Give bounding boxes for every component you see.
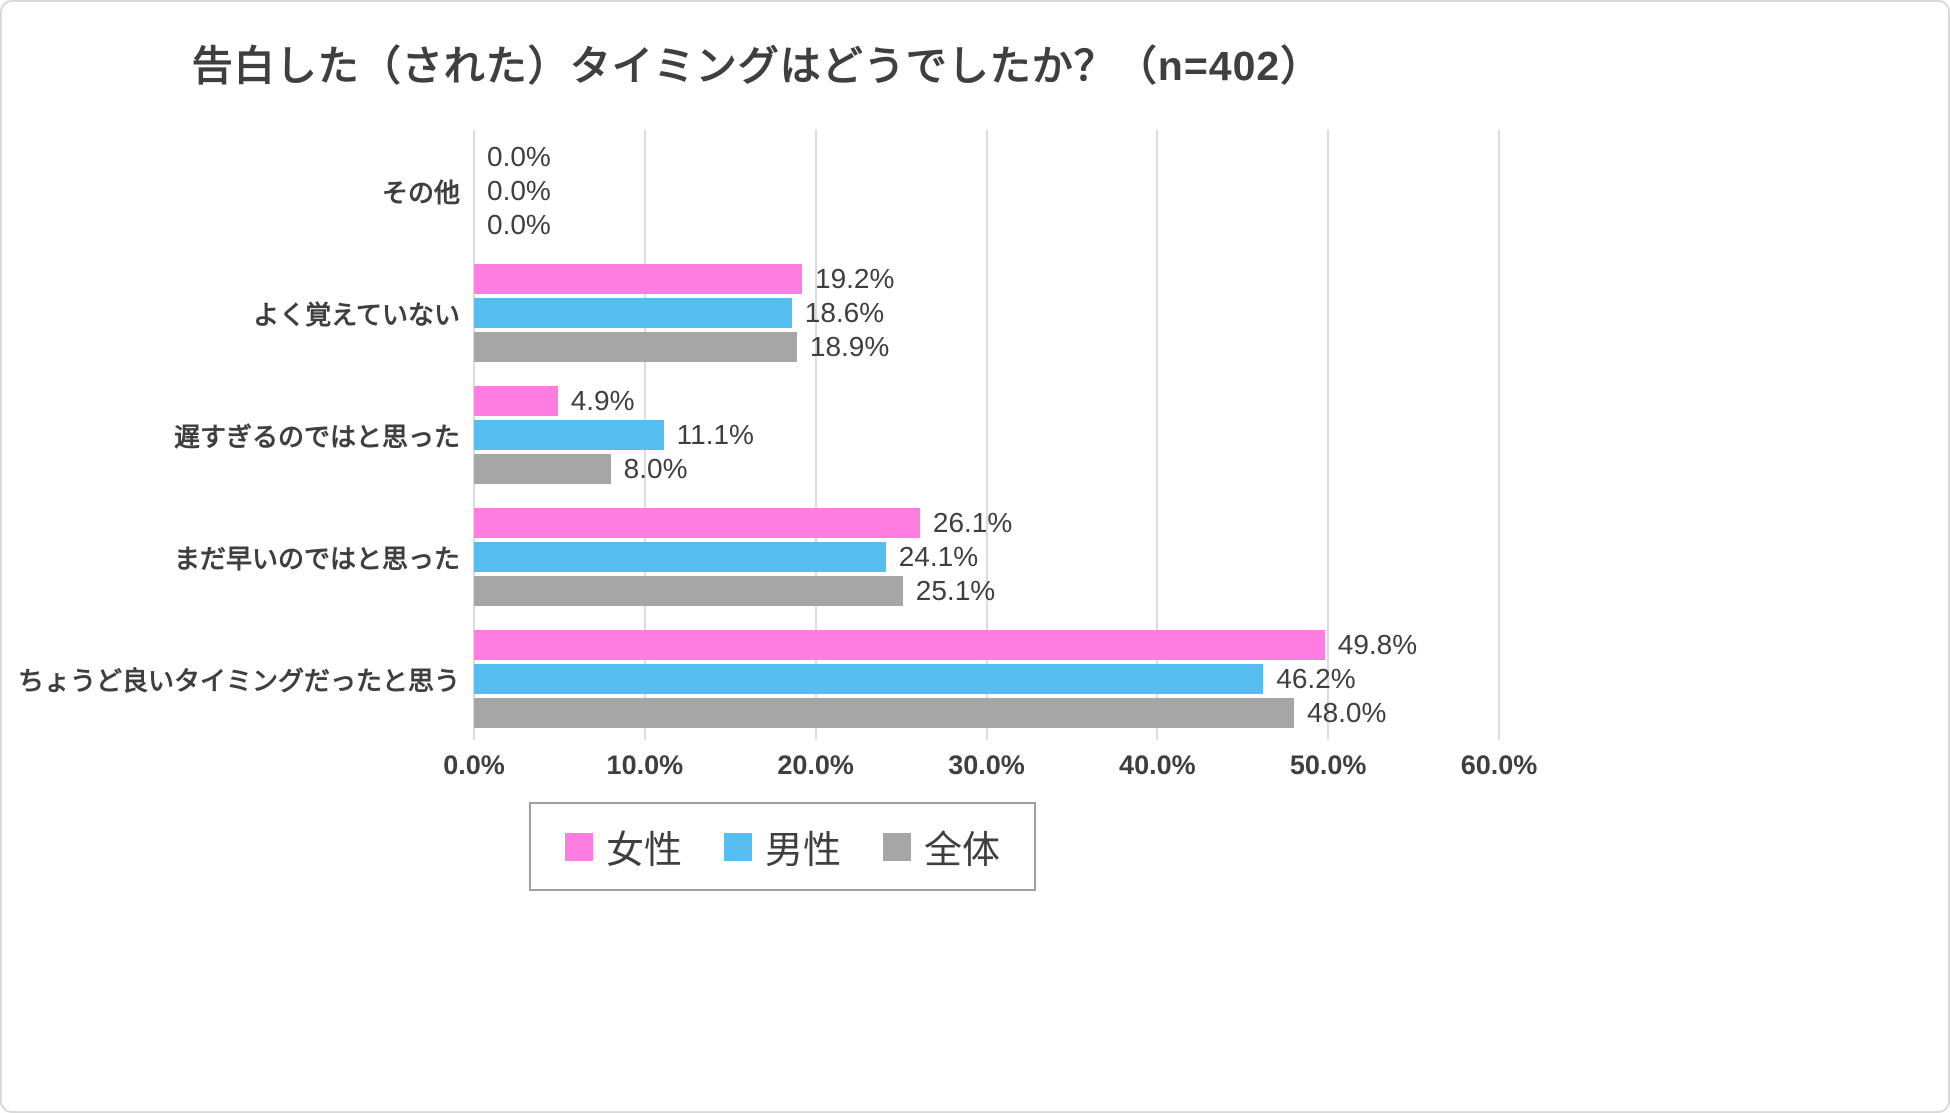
bar-line-total: 48.0%: [474, 698, 1499, 728]
legend-item-male: 男性: [724, 819, 841, 874]
bar-total: [474, 454, 611, 484]
bar-total: [474, 332, 797, 362]
bar-line-total: 18.9%: [474, 332, 1499, 362]
x-tick-label: 10.0%: [606, 750, 684, 780]
gridline: [1498, 130, 1500, 740]
gridline: [1156, 130, 1159, 740]
bar-female: [474, 386, 558, 416]
value-label-male: 18.6%: [804, 297, 885, 328]
value-label-female: 26.1%: [932, 507, 1013, 538]
legend-swatch-female: [565, 832, 593, 861]
bar-male: [474, 664, 1264, 694]
legend-swatch-male: [724, 832, 753, 861]
gridline: [985, 130, 988, 740]
legend-label-total: 全体: [924, 830, 1001, 872]
value-label-female: 4.9%: [570, 385, 635, 416]
gridline: [814, 130, 817, 740]
bar-line-total: 25.1%: [474, 576, 1499, 606]
chart-row: まだ早いのではと思った 26.1% 24.1% 25.1%: [174, 496, 1499, 618]
legend: 女性 男性 全体: [529, 802, 1037, 891]
bar-female: [474, 264, 802, 294]
bar-male: [474, 542, 886, 572]
bar-male: [474, 298, 792, 328]
category-label: ちょうど良いタイミングだったと思う: [17, 665, 460, 696]
plot-area: その他 0.0% 0.0% 0.0% よく覚えていない 19.2% 18.6% 18.9% 遅す…: [18, 130, 1500, 740]
x-tick-label: 20.0%: [777, 750, 854, 780]
value-label-male: 24.1%: [898, 541, 979, 572]
value-label-male: 11.1%: [676, 419, 754, 450]
bar-line-female: 4.9%: [474, 386, 1499, 416]
chart-row: よく覚えていない 19.2% 18.6% 18.9%: [253, 252, 1499, 374]
chart-title: 告白した（された）タイミングはどうでしたか？（n=402）: [191, 43, 1323, 89]
bar-total: [474, 698, 1294, 728]
chart-row: 遅すぎるのではと思った 4.9% 11.1% 8.0%: [174, 374, 1499, 496]
value-label-total: 48.0%: [1307, 697, 1387, 728]
category-label: 遅すぎるのではと思った: [173, 421, 460, 452]
value-label-total: 25.1%: [915, 575, 996, 606]
bar-total: [474, 576, 903, 606]
value-label-total: 8.0%: [623, 453, 688, 484]
bar-line-female: 0.0%: [474, 142, 1499, 172]
chart-row: ちょうど良いタイミングだったと思う 49.8% 46.2% 48.0%: [18, 618, 1499, 740]
bar-line-total: 0.0%: [474, 210, 1499, 240]
value-label-male: 46.2%: [1276, 663, 1356, 694]
x-tick-label: 30.0%: [948, 750, 1025, 780]
legend-label-male: 男性: [765, 830, 842, 872]
category-label: よく覚えていない: [253, 299, 460, 330]
bar-line-male: 24.1%: [474, 542, 1499, 572]
bar-line-male: 11.1%: [474, 420, 1499, 450]
bar-female: [474, 630, 1325, 660]
bar-line-male: 18.6%: [474, 298, 1499, 328]
bar-male: [474, 420, 664, 450]
x-tick-label: 40.0%: [1119, 750, 1196, 780]
bar-line-total: 8.0%: [474, 454, 1499, 484]
value-label-female: 0.0%: [487, 141, 551, 172]
bar-line-female: 19.2%: [474, 264, 1499, 294]
value-label-female: 19.2%: [815, 263, 895, 294]
bar-line-female: 26.1%: [474, 508, 1499, 538]
gridline: [1327, 130, 1330, 740]
value-label-male: 0.0%: [487, 175, 551, 206]
x-tick-label: 50.0%: [1289, 750, 1367, 780]
legend-item-total: 全体: [883, 819, 1000, 874]
bar-line-male: 0.0%: [474, 176, 1499, 206]
legend-swatch-total: [883, 832, 912, 861]
bar-female: [474, 508, 920, 538]
bar-line-male: 46.2%: [474, 664, 1499, 694]
x-tick-label: 0.0%: [443, 750, 505, 780]
category-label: その他: [381, 177, 460, 208]
value-label-female: 49.8%: [1337, 629, 1418, 660]
legend-label-female: 女性: [606, 830, 683, 872]
category-label: まだ早いのではと思った: [173, 543, 460, 574]
value-label-total: 0.0%: [487, 209, 551, 240]
bar-rows: その他 0.0% 0.0% 0.0% よく覚えていない 19.2% 18.6% 18.9% 遅す…: [18, 130, 1499, 740]
chart-row: その他 0.0% 0.0% 0.0%: [382, 130, 1499, 252]
bar-line-female: 49.8%: [474, 630, 1499, 660]
x-axis: 0.0% 10.0% 20.0% 30.0% 40.0% 50.0% 60.0%: [443, 750, 1537, 784]
value-label-total: 18.9%: [809, 331, 890, 362]
x-tick-label: 60.0%: [1460, 750, 1538, 780]
legend-item-female: 女性: [565, 819, 682, 874]
